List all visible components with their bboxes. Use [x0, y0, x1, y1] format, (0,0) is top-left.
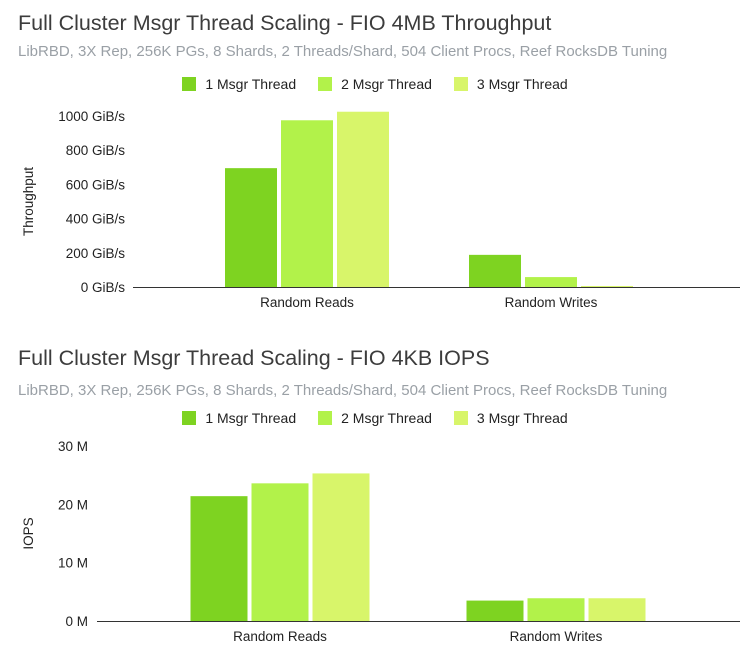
bar-random-writes-2-msgr-thread — [527, 598, 585, 621]
iops-plot: 0 M 10 M 20 M 30 M IOPS Random Reads Random Wr… — [21, 439, 740, 644]
y-axis-title: IOPS — [21, 517, 36, 549]
legend-swatch-3-msgr-thread — [453, 411, 468, 425]
bar-random-writes-3-msgr-thread — [588, 598, 646, 621]
y-tick-label-600-gib-s: 600 GiB/s — [66, 177, 126, 192]
legend-label-3-msgr-thread: 3 Msgr Thread — [476, 76, 568, 92]
bar-random-writes-2-msgr-thread — [525, 277, 577, 287]
legend-item-1-msgr-thread: 1 Msgr Thread — [182, 410, 296, 426]
legend-swatch-3-msgr-thread — [453, 77, 468, 91]
y-tick-label-1000-gib-s: 1000 GiB/s — [58, 109, 125, 124]
y-tick-label-400-gib-s: 400 GiB/s — [66, 212, 126, 227]
bar-random-writes-1-msgr-thread — [466, 600, 524, 621]
throughput-plot: 0 GiB/s 200 GiB/s 400 GiB/s 600 GiB/s 800 Gi… — [21, 109, 740, 310]
y-tick-label-0-m: 0 M — [65, 614, 88, 629]
x-category-label-random-writes: Random Writes — [510, 629, 603, 644]
legend-swatch-1-msgr-thread — [182, 77, 197, 91]
chart-title: Full Cluster Msgr Thread Scaling - FIO 4… — [18, 11, 552, 35]
legend-label-3-msgr-thread: 3 Msgr Thread — [476, 410, 568, 426]
legend-item-1-msgr-thread: 1 Msgr Thread — [182, 76, 296, 92]
chart-legend: 1 Msgr Thread 2 Msgr Thread 3 Msgr Threa… — [0, 410, 750, 426]
legend-swatch-2-msgr-thread — [318, 411, 333, 425]
bar-random-reads-3-msgr-thread — [337, 111, 389, 287]
chart-title: Full Cluster Msgr Thread Scaling - FIO 4… — [18, 346, 490, 370]
legend-label-1-msgr-thread: 1 Msgr Thread — [205, 410, 297, 426]
legend-label-2-msgr-thread: 2 Msgr Thread — [341, 410, 432, 426]
legend-label-2-msgr-thread: 2 Msgr Thread — [341, 76, 432, 92]
legend-swatch-2-msgr-thread — [318, 77, 333, 91]
legend-item-3-msgr-thread: 3 Msgr Thread — [453, 76, 568, 92]
bar-random-reads-1-msgr-thread — [225, 168, 277, 287]
throughput-chart-panel: Full Cluster Msgr Thread Scaling - FIO 4… — [0, 11, 750, 310]
legend-label-1-msgr-thread: 1 Msgr Thread — [205, 76, 297, 92]
bar-random-reads-1-msgr-thread — [190, 496, 248, 621]
bar-random-writes-3-msgr-thread — [581, 286, 633, 287]
x-category-label-random-writes: Random Writes — [505, 295, 598, 310]
x-category-label-random-reads: Random Reads — [233, 629, 327, 644]
bar-random-reads-2-msgr-thread — [281, 120, 333, 288]
legend-item-2-msgr-thread: 2 Msgr Thread — [318, 76, 432, 92]
chart-subtitle: LibRBD, 3X Rep, 256K PGs, 8 Shards, 2 Th… — [18, 382, 668, 399]
bar-random-writes-1-msgr-thread — [469, 254, 521, 287]
y-tick-label-30-m: 30 M — [58, 439, 88, 454]
legend-item-3-msgr-thread: 3 Msgr Thread — [453, 410, 568, 426]
y-tick-label-0-gib-s: 0 GiB/s — [81, 280, 126, 295]
x-category-label-random-reads: Random Reads — [260, 295, 354, 310]
chart-legend: 1 Msgr Thread 2 Msgr Thread 3 Msgr Threa… — [0, 76, 750, 92]
y-axis-title: Throughput — [21, 167, 36, 236]
bar-random-reads-2-msgr-thread — [251, 483, 309, 621]
bar-random-reads-3-msgr-thread — [312, 473, 370, 621]
legend-swatch-1-msgr-thread — [182, 411, 197, 425]
legend-item-2-msgr-thread: 2 Msgr Thread — [318, 410, 432, 426]
iops-chart-panel: Full Cluster Msgr Thread Scaling - FIO 4… — [0, 336, 750, 652]
y-tick-label-200-gib-s: 200 GiB/s — [66, 246, 126, 261]
y-tick-label-800-gib-s: 800 GiB/s — [66, 143, 126, 158]
y-tick-label-20-m: 20 M — [58, 497, 88, 512]
y-tick-label-10-m: 10 M — [58, 556, 88, 571]
chart-subtitle: LibRBD, 3X Rep, 256K PGs, 8 Shards, 2 Th… — [18, 43, 668, 60]
